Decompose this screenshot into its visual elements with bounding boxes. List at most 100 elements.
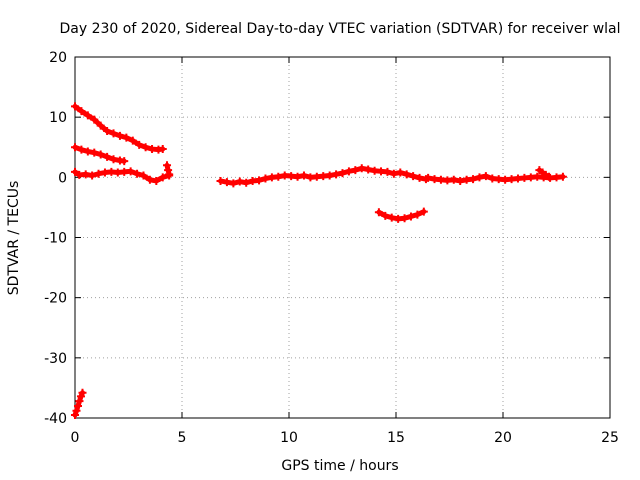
data-point [545,172,554,181]
data-point [83,147,92,156]
data-point [400,214,409,223]
data-point [71,167,79,176]
data-point [242,178,251,187]
satellite-arc-6 [216,164,430,188]
data-point [158,173,167,182]
satellite-arc-1 [71,102,167,154]
data-point [419,207,428,216]
data-point [383,167,392,176]
data-point [357,164,366,173]
x-tick-label: 20 [494,430,512,446]
data-point [235,177,244,186]
satellite-arc-5 [71,388,87,419]
data-point [94,169,103,178]
data-point [96,150,105,159]
grid [75,57,610,418]
data-point [229,179,238,188]
data-point [135,140,144,149]
data-point [475,173,484,182]
x-tick-label: 5 [178,430,187,446]
satellite-arc-9 [535,166,554,181]
data-point [71,102,79,111]
data-point [396,168,405,177]
data-point [332,170,341,179]
data-point [152,176,161,185]
data-point [325,171,334,180]
y-tick-label: 0 [58,170,67,186]
y-tick-label: 10 [49,110,67,126]
data-point [558,172,567,181]
data-point [216,176,225,185]
x-tick-label: 10 [280,430,298,446]
y-tick-label: -10 [44,231,67,247]
data-point [222,178,231,187]
data-point [126,167,135,176]
x-tick-labels: 0 5 10 15 20 25 [71,430,619,446]
data-point [164,166,173,175]
satellite-arc-3 [71,167,174,185]
satellite-arc-8 [424,172,567,185]
y-tick-label: -40 [44,411,67,427]
data-point [374,208,383,217]
data-point [364,165,373,174]
x-axis-label: GPS time / hours [281,458,398,474]
data-point [299,171,308,180]
data-point [81,170,90,179]
data-point [77,107,86,116]
x-tick-label: 15 [387,430,405,446]
data-point [402,170,411,179]
data-series [71,102,567,419]
data-point [77,145,86,154]
data-point [424,173,433,182]
data-point [163,161,172,170]
y-tick-label: -30 [44,351,67,367]
y-axis-label: SDTVAR / TECUs [6,181,22,296]
data-point [145,175,154,184]
data-point [261,174,270,183]
data-point [75,397,84,406]
data-point [72,406,81,415]
data-point [415,173,424,182]
data-point [139,171,148,180]
data-point [456,176,465,185]
y-tick-label: -20 [44,291,67,307]
x-tick-label: 0 [71,430,80,446]
data-point [165,170,174,179]
data-point [103,127,112,136]
data-point [338,169,347,178]
y-tick-labels: -40 -30 -20 -10 0 10 20 [44,50,67,427]
data-point [90,115,99,124]
data-point [78,388,87,397]
satellite-arc-7 [374,207,428,223]
data-point [128,136,137,145]
data-point [389,169,398,178]
data-point [103,152,112,161]
y-tick-label: 20 [49,50,67,66]
chart-title: Day 230 of 2020, Sidereal Day-to-day VTE… [59,21,620,37]
data-point [109,155,118,164]
data-point [351,166,360,175]
satellite-arc-4 [163,161,174,179]
data-point [406,212,415,221]
data-point [141,143,150,152]
satellite-arc-2 [71,143,129,166]
data-point [293,172,302,181]
data-point [449,175,458,184]
data-point [409,172,418,181]
data-point [88,171,97,180]
data-point [109,129,118,138]
data-point [71,410,79,419]
data-point [413,210,422,219]
data-point [115,131,124,140]
data-point [387,213,396,222]
data-point [71,143,79,152]
data-point [481,172,490,181]
data-point [83,111,92,120]
x-tick-label: 25 [601,430,619,446]
data-point [73,401,82,410]
data-point [344,167,353,176]
data-point [96,121,105,130]
data-point [120,157,129,166]
data-point [90,148,99,157]
